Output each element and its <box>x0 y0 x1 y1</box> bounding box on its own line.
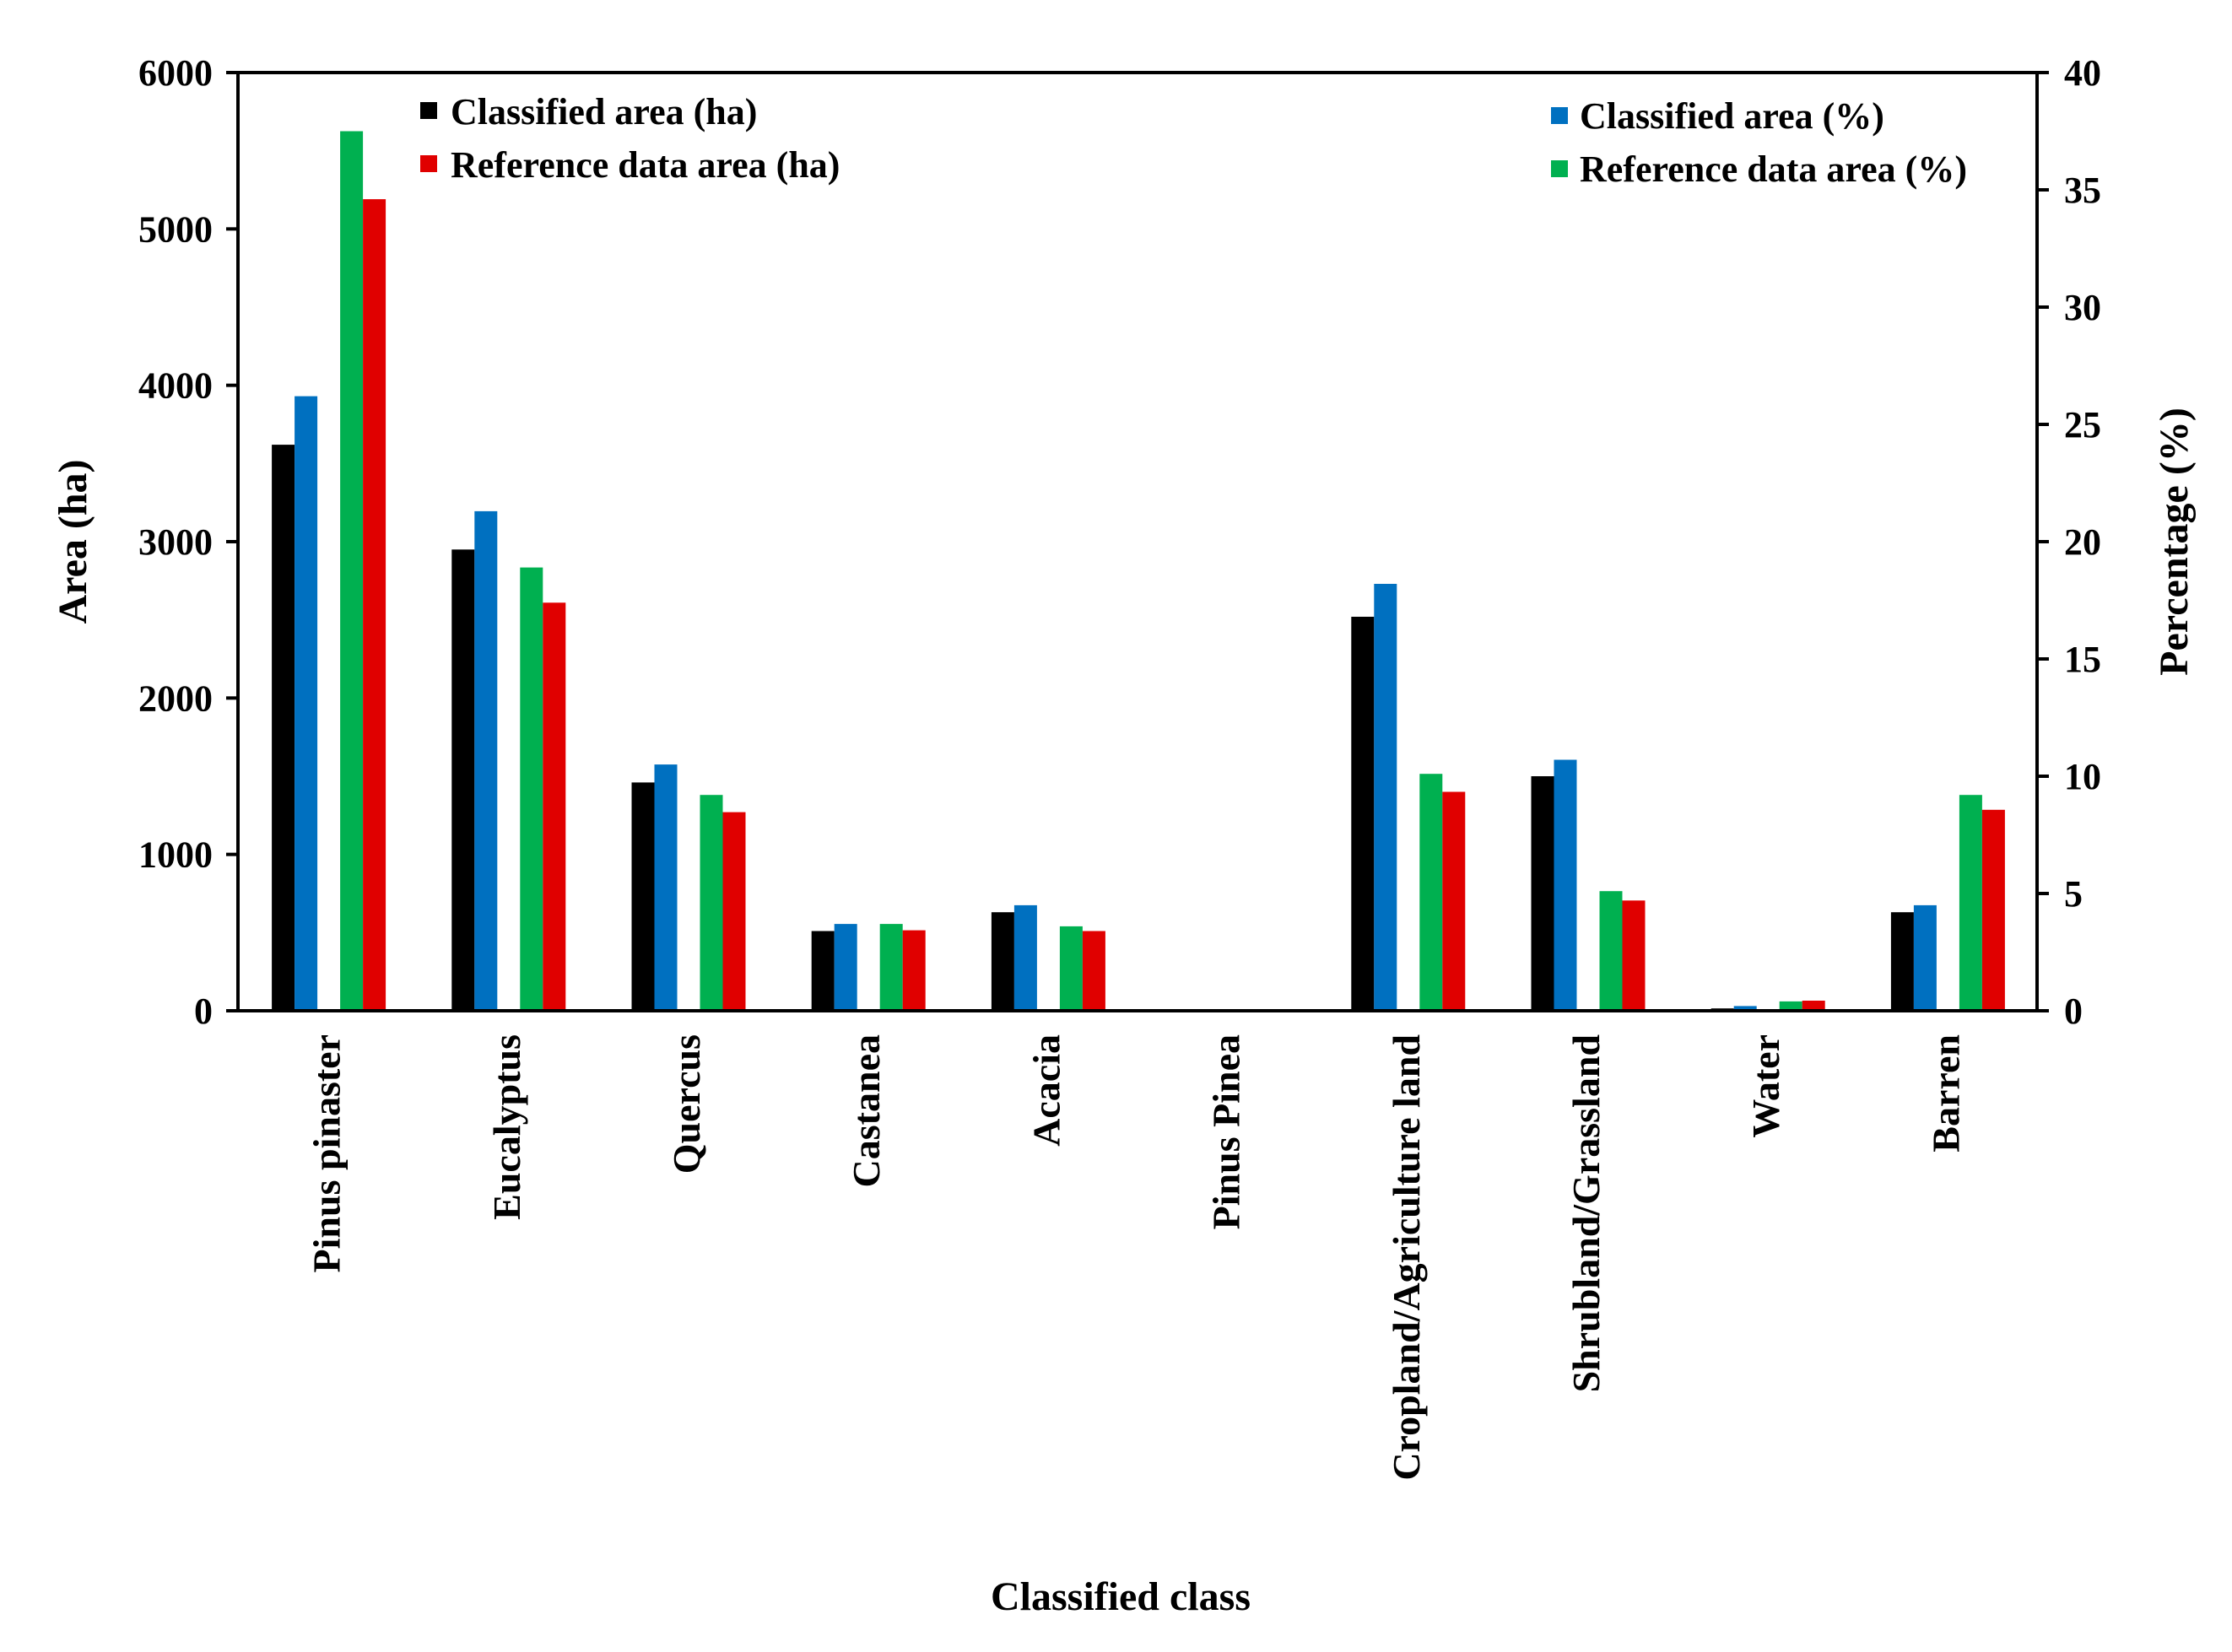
legend-label-reference-ha: Reference data area (ha) <box>451 144 840 186</box>
bar-reference-data-area-eucalyptus <box>520 567 543 1011</box>
category-label: Cropland/Agriculture land <box>1385 1034 1428 1481</box>
bar-reference-data-area-barren <box>1959 795 1982 1011</box>
category-label: Shrubland/Grassland <box>1565 1034 1608 1393</box>
bar-reference-data-area-ha-acacia <box>1082 931 1105 1011</box>
legend-swatch-reference-ha <box>420 155 437 172</box>
bar-reference-data-area-ha-pinus-pinaster <box>363 199 386 1012</box>
bar-classified-area-water <box>1733 1006 1757 1011</box>
right-tick-label: 25 <box>2064 404 2101 445</box>
legend-swatch-classified-ha <box>420 102 437 119</box>
right-tick-label: 40 <box>2064 52 2101 94</box>
legend-swatch-classified-pct <box>1551 107 1568 124</box>
bar-reference-data-area-ha-cropland-agriculture-land <box>1442 791 1466 1011</box>
legend-label-classified-ha: Classified area (ha) <box>451 91 757 132</box>
bar-classified-area-ha-shrubland-grassland <box>1531 776 1554 1011</box>
bar-classified-area-acacia <box>1013 904 1037 1011</box>
right-tick-label: 35 <box>2064 170 2101 211</box>
bar-classified-area-ha-castanea <box>811 931 835 1011</box>
bar-classified-area-ha-eucalyptus <box>451 549 475 1011</box>
right-tick-label: 15 <box>2064 639 2101 680</box>
right-tick-label: 20 <box>2064 521 2101 563</box>
left-axis-ticks: 0 1000 2000 3000 4000 5000 6000 <box>138 52 238 1032</box>
left-tick-label: 3000 <box>138 521 213 563</box>
left-tick-label: 2000 <box>138 678 213 719</box>
bar-reference-data-area-quercus <box>700 795 723 1011</box>
bar-reference-data-area-cropland-agriculture-land <box>1419 774 1443 1011</box>
x-axis-title: Classified class <box>991 1574 1251 1619</box>
legend-left: Classified area (ha) Reference data area… <box>420 91 840 186</box>
right-axis-ticks: 0 5 10 15 20 25 30 35 40 <box>2037 52 2101 1032</box>
bar-classified-area-shrubland-grassland <box>1554 759 1577 1011</box>
y-axis-title: Area (ha) <box>51 459 95 624</box>
right-tick-label: 30 <box>2064 287 2101 328</box>
bar-classified-area-ha-quercus <box>631 782 655 1011</box>
bar-reference-data-area-ha-eucalyptus <box>543 602 566 1011</box>
left-tick-label: 0 <box>194 991 213 1032</box>
legend-label-classified-pct: Classified area (%) <box>1580 95 1884 137</box>
bar-reference-data-area-pinus-pinaster <box>340 131 364 1011</box>
bar-reference-data-area-water <box>1779 1001 1802 1011</box>
category-label: Pinus Pinea <box>1205 1034 1248 1229</box>
category-label: Water <box>1744 1034 1787 1138</box>
right-tick-label: 10 <box>2064 756 2101 797</box>
bar-classified-area-eucalyptus <box>474 510 498 1011</box>
bar-reference-data-area-castanea <box>879 924 903 1011</box>
bar-classified-area-pinus-pinaster <box>295 396 318 1012</box>
left-tick-label: 6000 <box>138 52 213 94</box>
bar-classified-area-barren <box>1913 904 1937 1011</box>
category-label: Quercus <box>665 1034 708 1174</box>
bar-classified-area-cropland-agriculture-land <box>1374 584 1397 1011</box>
category-label: Pinus pinaster <box>305 1034 349 1272</box>
category-label: Eucalyptus <box>485 1034 528 1220</box>
y-axis-right-title: Percentage (%) <box>2152 408 2197 676</box>
legend-label-reference-pct: Reference data area (%) <box>1580 148 1967 190</box>
bar-reference-data-area-shrubland-grassland <box>1599 891 1623 1011</box>
bar-reference-data-area-ha-water <box>1802 1001 1825 1011</box>
bar-classified-area-ha-pinus-pinaster <box>272 445 295 1011</box>
legend-right: Classified area (%) Reference data area … <box>1551 95 1967 190</box>
left-tick-label: 5000 <box>138 208 213 250</box>
category-label: Barren <box>1924 1034 1967 1153</box>
bar-reference-data-area-ha-shrubland-grassland <box>1622 900 1646 1011</box>
category-label: Castanea <box>845 1034 888 1187</box>
bar-classified-area-ha-barren <box>1890 912 1914 1011</box>
bar-classified-area-ha-acacia <box>991 912 1014 1011</box>
bar-reference-data-area-ha-quercus <box>722 812 746 1011</box>
left-tick-label: 1000 <box>138 834 213 876</box>
right-tick-label: 5 <box>2064 873 2083 915</box>
bar-classified-area-ha-cropland-agriculture-land <box>1351 617 1375 1011</box>
right-tick-label: 0 <box>2064 991 2083 1032</box>
bar-classified-area-quercus <box>654 764 678 1011</box>
category-label: Acacia <box>1024 1034 1067 1147</box>
bar-reference-data-area-acacia <box>1059 926 1083 1011</box>
bar-classified-area-castanea <box>834 924 857 1011</box>
bar-group <box>272 131 2005 1012</box>
plot-frame <box>236 71 2039 1012</box>
left-tick-label: 4000 <box>138 365 213 407</box>
category-labels: Pinus pinaster Eucalyptus Quercus Castanea A… <box>305 1034 1968 1481</box>
bar-reference-data-area-ha-barren <box>1981 809 2005 1011</box>
legend-swatch-reference-pct <box>1551 160 1568 177</box>
bar-reference-data-area-ha-castanea <box>902 930 926 1011</box>
